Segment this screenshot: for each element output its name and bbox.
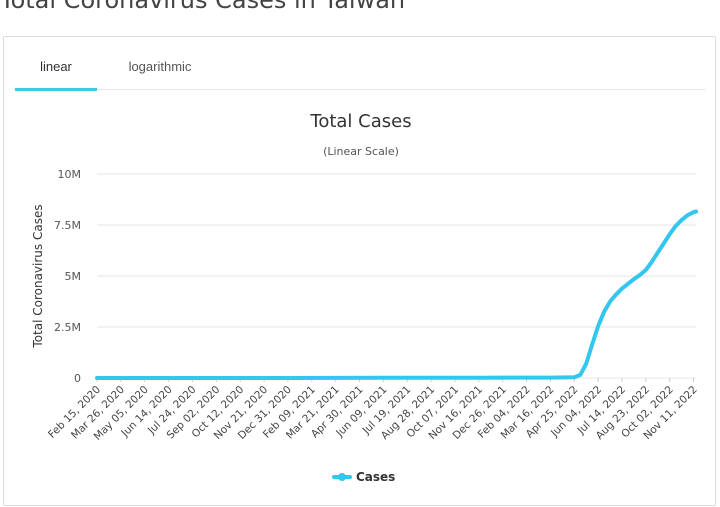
tab-logarithmic[interactable]: logarithmic [128, 59, 192, 74]
tab-linear[interactable]: linear [15, 37, 97, 91]
y-tick-label: 5M [65, 270, 82, 283]
chart-title: Total Cases [309, 111, 411, 132]
page-heading: Total Coronavirus Cases in Taiwan [0, 0, 406, 14]
chart-subtitle: (Linear Scale) [323, 145, 399, 158]
legend-label-cases: Cases [356, 470, 395, 484]
y-axis-label: Total Coronavirus Cases [31, 204, 45, 348]
y-tick-label: 10M [58, 168, 82, 181]
y-tick-label: 7.5M [54, 219, 81, 232]
chart-svg: Total Cases (Linear Scale) 0 2.5M 5M 7.5M 10M T… [31, 111, 700, 484]
chart-card: linear logarithmic Total Cases (Linear Sc… [3, 36, 716, 506]
legend-marker [338, 473, 346, 481]
series-line-cases [95, 209, 698, 380]
y-tick-label: 2.5M [54, 321, 81, 334]
y-tick-label: 0 [74, 372, 81, 385]
scale-tabs: linear logarithmic [14, 37, 705, 91]
